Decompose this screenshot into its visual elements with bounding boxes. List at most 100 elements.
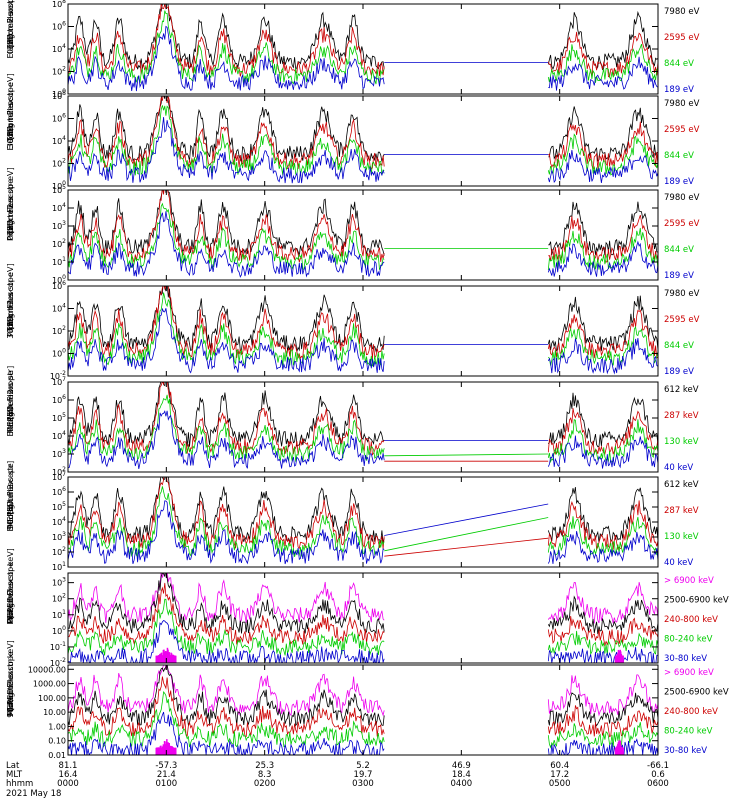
series-line bbox=[68, 190, 658, 263]
y-tick-label: 102 bbox=[52, 158, 66, 169]
y-tick-label: 101 bbox=[52, 561, 66, 572]
x-row-label: hhmm bbox=[6, 779, 33, 789]
series-line bbox=[68, 477, 658, 544]
y-axis-label-line: 90deg telescope bbox=[6, 651, 15, 718]
series-line bbox=[68, 573, 658, 624]
y-tick-label: 100 bbox=[52, 274, 66, 285]
legend-entry: 844 eV bbox=[664, 341, 694, 351]
y-tick-label: 107 bbox=[52, 471, 66, 482]
x-row-label: MLT bbox=[6, 770, 23, 780]
y-tick-label: 100.00 bbox=[38, 694, 66, 703]
legend-entry: 130 keV bbox=[664, 532, 699, 542]
y-tick-label: 100 bbox=[52, 348, 66, 359]
x-tick-label: 5.2 bbox=[356, 761, 370, 771]
y-tick-label: 10-2 bbox=[50, 657, 66, 668]
magenta-mark bbox=[175, 747, 177, 755]
legend-entry: 2500-6900 keV bbox=[664, 596, 729, 606]
x-tick-label: 0400 bbox=[451, 779, 473, 789]
y-tick-label: 101 bbox=[52, 609, 66, 620]
y-tick-label: 106 bbox=[52, 21, 66, 32]
series-line bbox=[68, 382, 658, 448]
series-group bbox=[68, 573, 658, 663]
legend-entry: 189 eV bbox=[664, 271, 694, 281]
y-tick-label: 103 bbox=[52, 577, 66, 588]
y-tick-label: 104 bbox=[52, 43, 66, 54]
legend-entry: > 6900 keV bbox=[664, 576, 714, 586]
y-tick-label: 103 bbox=[52, 448, 66, 459]
y-tick-label: 10.00 bbox=[43, 708, 66, 717]
legend-entry: 2595 eV bbox=[664, 219, 700, 229]
y-axis-label-line: TED bbox=[6, 33, 15, 50]
legend-entry: 240-800 keV bbox=[664, 707, 718, 717]
y-axis-label-line: 30deg telescope bbox=[6, 272, 15, 339]
legend-entry: 287 keV bbox=[664, 411, 699, 421]
legend-entry: 7980 eV bbox=[664, 7, 700, 17]
y-axis-label-line: 0deg telescope bbox=[6, 562, 15, 623]
legend-entry: 2595 eV bbox=[664, 315, 700, 325]
y-axis-label-line: Electron Flux bbox=[6, 384, 15, 436]
y-axis-label-line: 90deg telescope bbox=[6, 463, 15, 530]
y-tick-label: 105 bbox=[52, 412, 66, 423]
y-axis-label-line: [#/cm2-s-str-eV] bbox=[6, 167, 15, 233]
legend-entry: 40 keV bbox=[664, 558, 693, 568]
x-tick-label: 0200 bbox=[254, 779, 276, 789]
y-axis-label-line: MEPED bbox=[6, 406, 15, 434]
y-axis-label-line: TED bbox=[6, 315, 15, 332]
y-tick-label: 106 bbox=[52, 394, 66, 405]
legend-entry: 2500-6900 keV bbox=[664, 688, 729, 698]
y-tick-label: 107 bbox=[52, 376, 66, 387]
y-axis-label-line: [#/cm2-s-str-keV] bbox=[6, 640, 15, 711]
y-tick-label: 10-1 bbox=[50, 641, 66, 652]
x-tick-label: 0500 bbox=[549, 779, 571, 789]
y-tick-label: 108 bbox=[52, 90, 66, 101]
series-line bbox=[68, 665, 658, 728]
legend-entry: 189 eV bbox=[664, 367, 694, 377]
legend-entry: 844 eV bbox=[664, 245, 694, 255]
y-tick-label: 104 bbox=[52, 516, 66, 527]
series-line bbox=[68, 105, 658, 176]
series-line bbox=[68, 292, 658, 367]
y-tick-label: 106 bbox=[52, 486, 66, 497]
y-tick-label: 102 bbox=[52, 466, 66, 477]
legend-entry: 40 keV bbox=[664, 463, 693, 473]
legend-entry: 2595 eV bbox=[664, 33, 700, 43]
y-tick-label: 102 bbox=[52, 66, 66, 77]
date-label: 2021 May 18 bbox=[6, 789, 61, 799]
y-tick-label: 100 bbox=[52, 625, 66, 636]
x-tick-label: 46.9 bbox=[452, 761, 471, 771]
magenta-mark bbox=[622, 747, 624, 755]
legend-entry: 189 eV bbox=[664, 85, 694, 95]
x-tick-label: 25.3 bbox=[255, 761, 274, 771]
y-tick-label: 0.10 bbox=[48, 737, 66, 746]
series-line bbox=[68, 676, 658, 738]
y-axis-label-line: Proton Flux bbox=[6, 196, 15, 241]
legend-entry: 612 keV bbox=[664, 480, 699, 490]
y-tick-label: 102 bbox=[52, 238, 66, 249]
x-tick-label: 18.4 bbox=[452, 770, 471, 780]
y-axis-label-line: Electron Flux bbox=[6, 98, 15, 150]
series-line bbox=[68, 486, 658, 558]
y-tick-label: 100 bbox=[52, 180, 66, 191]
x-tick-label: 21.4 bbox=[157, 770, 176, 780]
gap-connector bbox=[384, 537, 549, 557]
y-axis-label-line: Proton Flux bbox=[6, 579, 15, 624]
y-tick-label: 102 bbox=[52, 325, 66, 336]
x-tick-label: 0000 bbox=[57, 779, 79, 789]
y-tick-label: 103 bbox=[52, 220, 66, 231]
series-line bbox=[68, 10, 658, 85]
x-tick-label: 0600 bbox=[647, 779, 669, 789]
series-group bbox=[68, 96, 658, 184]
series-line bbox=[68, 382, 658, 456]
series-group bbox=[68, 665, 658, 755]
y-tick-label: 105 bbox=[52, 184, 66, 195]
legend-entry: 80-240 keV bbox=[664, 635, 713, 645]
y-tick-label: 102 bbox=[52, 593, 66, 604]
gap-connector bbox=[384, 517, 549, 552]
